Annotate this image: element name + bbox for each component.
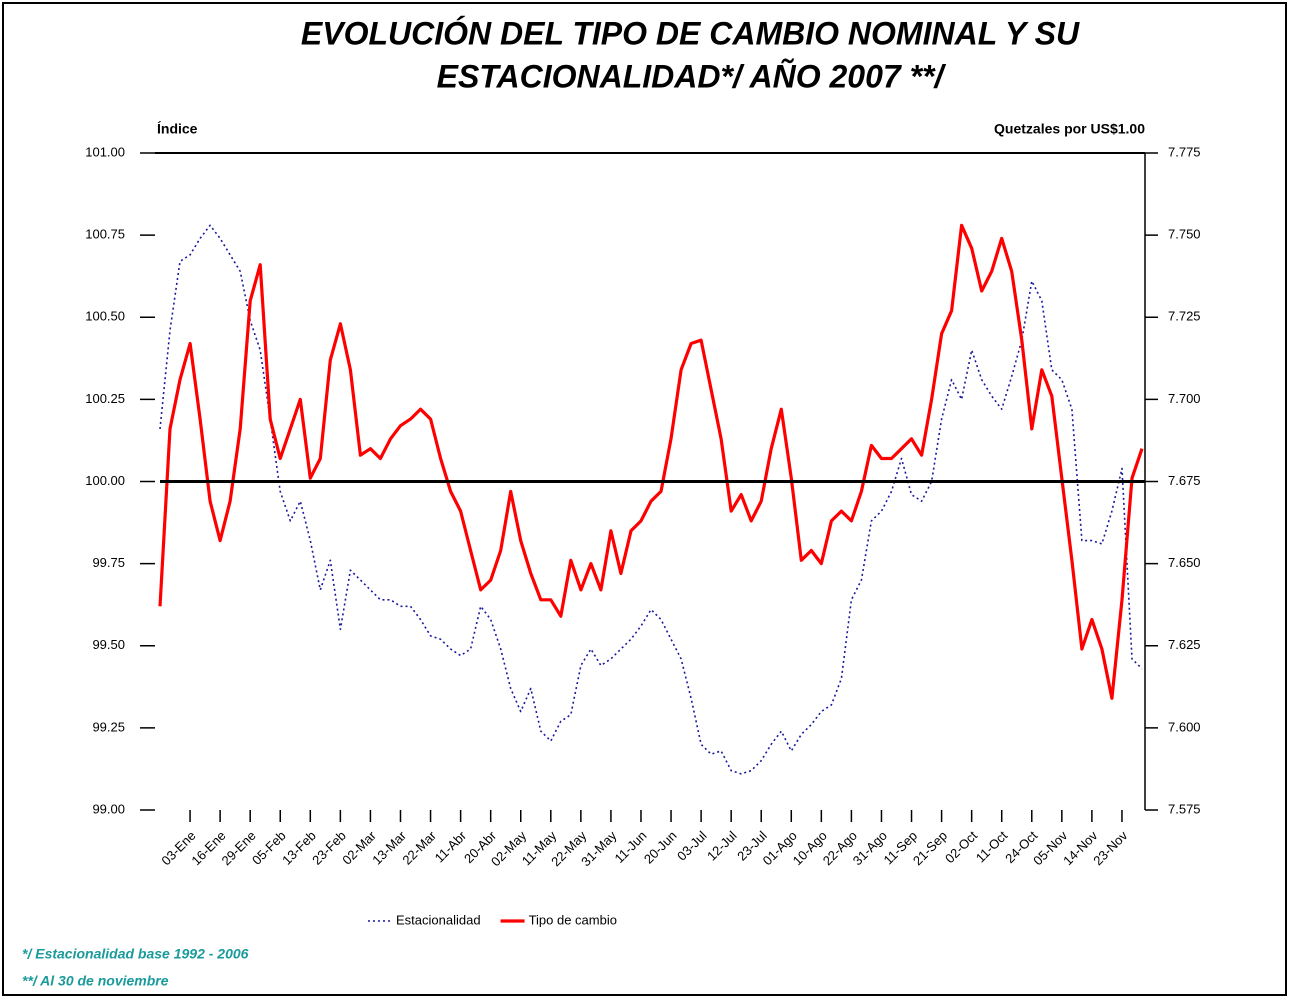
chart-title: EVOLUCIÓN DEL TIPO DE CAMBIO NOMINAL Y S… — [301, 15, 1080, 51]
y-tick-label: 99.50 — [92, 637, 125, 652]
y2-tick-label: 7.775 — [1168, 144, 1201, 159]
legend-label: Estacionalidad — [396, 912, 481, 927]
y2-tick-label: 7.700 — [1168, 391, 1201, 406]
y-tick-label: 100.50 — [85, 309, 125, 324]
y-tick-label: 99.00 — [92, 801, 125, 816]
y-tick-label: 101.00 — [85, 144, 125, 159]
footnote: **/ Al 30 de noviembre — [22, 973, 169, 989]
y-tick-label: 99.25 — [92, 719, 125, 734]
y2-tick-label: 7.725 — [1168, 309, 1201, 324]
series-line — [159, 224, 1143, 775]
y2-tick-label: 7.600 — [1168, 719, 1201, 734]
y2-tick-label: 7.750 — [1168, 227, 1201, 242]
legend-label: Tipo de cambio — [529, 912, 617, 927]
y-tick-label: 100.25 — [85, 391, 125, 406]
y2-tick-label: 7.675 — [1168, 473, 1201, 488]
footnote: */ Estacionalidad base 1992 - 2006 — [22, 946, 249, 962]
series-line — [158, 223, 1144, 700]
y2-axis-label: Quetzales por US$1.00 — [994, 121, 1145, 137]
y2-tick-label: 7.575 — [1168, 801, 1201, 816]
chart-title: ESTACIONALIDAD*/ AÑO 2007 **/ — [437, 58, 947, 94]
y2-tick-label: 7.625 — [1168, 637, 1201, 652]
y-tick-label: 99.75 — [92, 555, 125, 570]
y-axis-label: Índice — [157, 121, 198, 137]
y-tick-label: 100.00 — [85, 473, 125, 488]
y-tick-label: 100.75 — [85, 227, 125, 242]
y2-tick-label: 7.650 — [1168, 555, 1201, 570]
